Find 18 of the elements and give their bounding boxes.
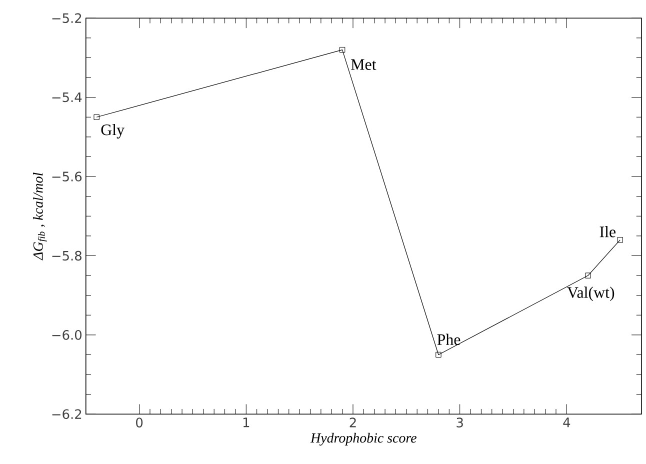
- y-tick-label: −5.8: [52, 250, 82, 261]
- y-tick-label: −6.2: [52, 409, 82, 420]
- y-tick-label: −5.6: [52, 172, 82, 182]
- y-tick-label: −5.4: [52, 92, 82, 102]
- x-axis-title: Hydrophobic score: [310, 432, 416, 446]
- annotation: Gly: [101, 124, 124, 138]
- annotation: Met: [351, 59, 376, 70]
- x-tick-label: 3: [456, 418, 463, 428]
- y-tick-label: −6.0: [52, 330, 82, 340]
- annotation: Phe: [437, 334, 460, 346]
- x-tick-label: 0: [136, 418, 143, 428]
- annotation: Val(wt): [567, 286, 614, 302]
- annotation: Ile: [600, 226, 616, 238]
- x-tick-label: 2: [350, 418, 356, 428]
- x-tick-label: 1: [243, 418, 250, 428]
- y-tick-label: −5.2: [52, 13, 82, 24]
- x-tick-label: 4: [563, 418, 570, 428]
- y-axis-title: ΔG$_{fib}$ , kcal/mol: [32, 172, 47, 260]
